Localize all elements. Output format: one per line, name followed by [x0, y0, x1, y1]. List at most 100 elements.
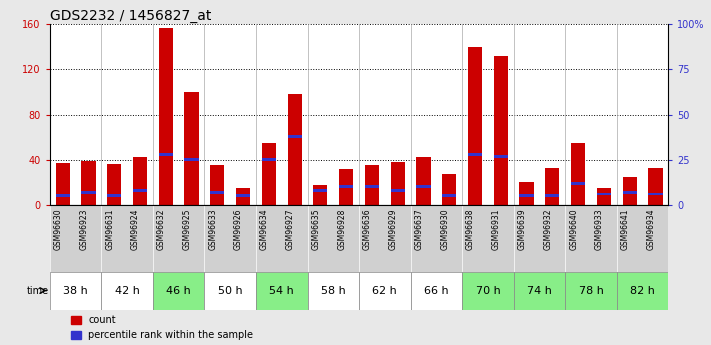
Bar	[205, 205, 256, 272]
Bar	[623, 177, 637, 205]
Text: 74 h: 74 h	[527, 286, 552, 296]
Bar	[101, 272, 153, 309]
Text: 70 h: 70 h	[476, 286, 501, 296]
Bar	[55, 195, 70, 197]
Text: 50 h: 50 h	[218, 286, 242, 296]
Text: GSM96641: GSM96641	[621, 208, 630, 250]
Bar	[597, 188, 611, 205]
Bar	[616, 205, 668, 272]
Bar	[411, 205, 462, 272]
Bar	[520, 182, 534, 205]
Text: 78 h: 78 h	[579, 286, 604, 296]
Text: GSM96639: GSM96639	[518, 208, 527, 250]
Bar	[314, 185, 328, 205]
Bar	[256, 205, 307, 272]
Bar	[210, 191, 225, 194]
Bar	[50, 205, 101, 272]
Bar	[287, 94, 301, 205]
Bar	[513, 272, 565, 309]
Bar	[307, 205, 359, 272]
Bar	[81, 191, 95, 194]
Bar	[417, 157, 431, 205]
Bar	[493, 56, 508, 205]
Text: GSM96635: GSM96635	[311, 208, 321, 250]
Text: GSM96932: GSM96932	[543, 208, 552, 250]
Bar	[462, 205, 513, 272]
Text: 38 h: 38 h	[63, 286, 88, 296]
Bar	[565, 205, 616, 272]
Bar	[616, 272, 668, 309]
Bar	[339, 169, 353, 205]
Text: GSM96631: GSM96631	[105, 208, 114, 250]
Text: GSM96633: GSM96633	[208, 208, 218, 250]
Text: 62 h: 62 h	[373, 286, 397, 296]
Bar	[597, 193, 611, 196]
Bar	[262, 158, 276, 161]
Bar	[307, 272, 359, 309]
Text: GSM96638: GSM96638	[466, 208, 475, 250]
Text: GSM96640: GSM96640	[569, 208, 578, 250]
Text: GSM96924: GSM96924	[131, 208, 140, 250]
Text: GSM96923: GSM96923	[80, 208, 88, 250]
Bar	[256, 272, 307, 309]
Text: GSM96634: GSM96634	[260, 208, 269, 250]
Bar	[153, 205, 205, 272]
Text: GSM96931: GSM96931	[492, 208, 501, 250]
Bar	[107, 164, 122, 205]
Text: GSM96925: GSM96925	[183, 208, 191, 250]
Bar	[545, 195, 560, 197]
Text: GDS2232 / 1456827_at: GDS2232 / 1456827_at	[50, 9, 211, 23]
Text: GSM96928: GSM96928	[337, 208, 346, 250]
Text: GSM96927: GSM96927	[286, 208, 294, 250]
Text: 54 h: 54 h	[269, 286, 294, 296]
Bar	[359, 205, 411, 272]
Bar	[153, 272, 205, 309]
Bar	[411, 272, 462, 309]
Bar	[571, 143, 585, 205]
Bar	[81, 161, 95, 205]
Bar	[133, 157, 147, 205]
Text: GSM96636: GSM96636	[363, 208, 372, 250]
Bar	[390, 189, 405, 192]
Text: GSM96637: GSM96637	[415, 208, 424, 250]
Text: 58 h: 58 h	[321, 286, 346, 296]
Bar	[545, 168, 560, 205]
Bar	[184, 158, 198, 161]
Bar	[133, 189, 147, 192]
Bar	[571, 182, 585, 185]
Bar	[468, 47, 482, 205]
Text: time: time	[27, 286, 49, 296]
Text: 82 h: 82 h	[630, 286, 655, 296]
Bar	[648, 168, 663, 205]
Bar	[50, 272, 101, 309]
Bar	[390, 162, 405, 205]
Bar	[236, 188, 250, 205]
Bar	[236, 195, 250, 197]
Bar	[107, 195, 122, 197]
Bar	[184, 92, 198, 205]
Bar	[417, 185, 431, 188]
Bar	[648, 193, 663, 196]
Bar	[468, 153, 482, 156]
Bar	[101, 205, 153, 272]
Bar	[287, 135, 301, 138]
Bar	[513, 205, 565, 272]
Bar	[210, 165, 225, 205]
Legend: count, percentile rank within the sample: count, percentile rank within the sample	[67, 312, 257, 344]
Bar	[314, 189, 328, 192]
Bar	[159, 28, 173, 205]
Bar	[442, 195, 456, 197]
Text: 66 h: 66 h	[424, 286, 449, 296]
Text: GSM96929: GSM96929	[389, 208, 397, 250]
Text: GSM96930: GSM96930	[440, 208, 449, 250]
Text: GSM96933: GSM96933	[595, 208, 604, 250]
Text: 46 h: 46 h	[166, 286, 191, 296]
Bar	[55, 163, 70, 205]
Bar	[365, 165, 379, 205]
Text: GSM96934: GSM96934	[646, 208, 656, 250]
Bar	[339, 185, 353, 188]
Text: GSM96630: GSM96630	[53, 208, 63, 250]
Bar	[493, 155, 508, 158]
Bar	[365, 185, 379, 188]
Bar	[159, 153, 173, 156]
